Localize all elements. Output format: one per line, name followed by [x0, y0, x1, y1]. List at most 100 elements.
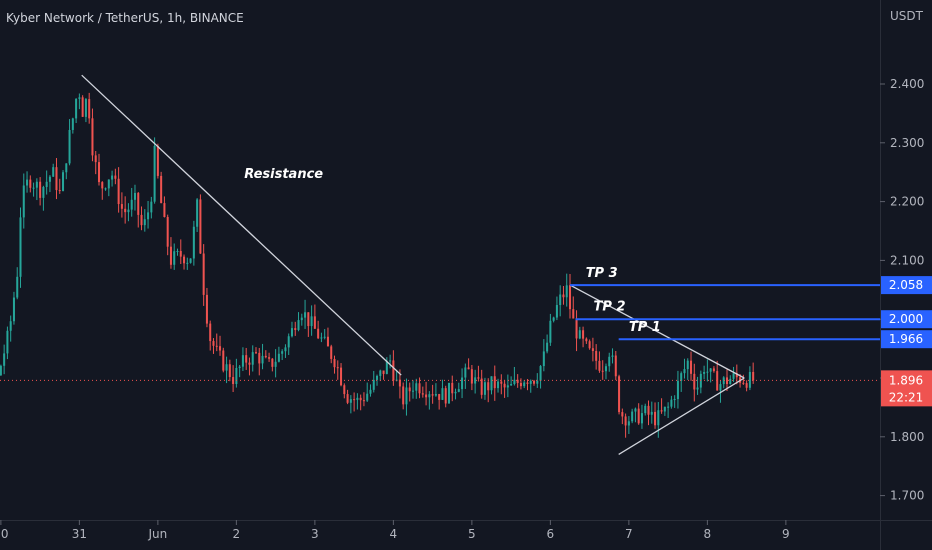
candle-body [595, 351, 598, 361]
candle-body [202, 253, 205, 295]
candle-body [536, 380, 539, 384]
candle-body [418, 383, 421, 394]
candle-body [140, 214, 143, 226]
candle-body [228, 364, 231, 378]
candle-body [48, 176, 51, 182]
candle-body [441, 388, 444, 400]
candle-body [408, 387, 411, 392]
candle-body [42, 186, 45, 198]
candle-body [683, 369, 686, 374]
candle-body [212, 341, 215, 346]
candle-body [680, 373, 683, 381]
candle-body [706, 371, 709, 373]
candle-body [735, 373, 738, 378]
candle-body [588, 341, 591, 349]
candle-body [317, 328, 320, 339]
candle-body [124, 208, 127, 213]
candle-body [353, 399, 356, 401]
candle-body [676, 380, 679, 400]
candle-body [111, 175, 114, 180]
candle-body [22, 185, 25, 218]
candle-body [526, 382, 529, 384]
tp-price-badge-label: 1.966 [889, 332, 923, 346]
candle-body [186, 262, 189, 264]
x-tick-label: 8 [704, 527, 712, 541]
candle-body [215, 345, 218, 347]
candle-body [487, 382, 490, 391]
candle-body [470, 369, 473, 384]
current-price-value: 1.896 [889, 373, 923, 387]
candle-body [104, 188, 107, 190]
bar-countdown: 22:21 [889, 390, 924, 404]
time-axis[interactable]: 30 31 Jun 2 3 4 5 6 7 8 9 [0, 520, 790, 541]
candle-body [258, 352, 261, 364]
candle-body [199, 199, 202, 254]
candle-body [117, 178, 120, 205]
candle-body [245, 355, 248, 363]
tp-price-badge [881, 330, 932, 349]
candle-body [101, 182, 104, 189]
candle-body [366, 393, 369, 401]
candle-body [405, 387, 408, 405]
x-tick-label: 2 [233, 527, 241, 541]
candle-body [421, 393, 424, 395]
candle-body [712, 368, 715, 372]
candle-body [39, 181, 42, 198]
candle-body [631, 411, 634, 422]
candle-body [340, 367, 343, 386]
candle-body [281, 351, 284, 354]
candle-body [513, 379, 516, 385]
candle-body [166, 217, 169, 247]
candle-body [179, 250, 182, 257]
candle-body [506, 385, 509, 388]
candle-body [147, 212, 150, 220]
candle-body [225, 364, 228, 371]
candle-body [35, 181, 38, 188]
candle-body [192, 226, 195, 259]
candle-body [402, 386, 405, 405]
candle-body [523, 382, 526, 387]
x-tick-label: 3 [311, 527, 319, 541]
candle-body [490, 376, 493, 391]
candle-body [0, 365, 2, 376]
candle-body [444, 388, 447, 404]
candle-body [55, 167, 58, 191]
candle-body [9, 321, 12, 331]
candle-body [254, 352, 258, 354]
candle-body [183, 256, 186, 264]
candle-body [624, 416, 627, 426]
candle-body [65, 163, 68, 173]
candle-body [3, 353, 6, 366]
candle-body [568, 285, 572, 310]
candle-body [189, 258, 192, 263]
candle-body [725, 377, 729, 384]
annotation-label: TP 3 [586, 266, 618, 281]
candle-body [343, 385, 346, 395]
x-tick-label: 30 [0, 527, 9, 541]
candle-body [670, 399, 673, 407]
candle-body [251, 352, 254, 365]
candle-body [16, 276, 19, 298]
candle-body [304, 312, 307, 318]
candle-body [290, 328, 293, 337]
candle-body [323, 336, 326, 338]
candle-body [493, 376, 496, 389]
candle-body [156, 145, 159, 176]
candle-body [137, 192, 140, 215]
candle-body [235, 367, 238, 385]
annotation-label: TP 1 [629, 320, 661, 335]
candle-body [716, 371, 719, 391]
candle-body [627, 421, 630, 426]
candle-body [457, 389, 460, 392]
candle-body [356, 397, 359, 400]
x-tick-label: Jun [148, 527, 168, 541]
candle-body [114, 175, 117, 179]
candle-body [209, 323, 212, 342]
candle-body [71, 118, 74, 130]
drawings-layer: Resistance TP 3 TP 2TP 1 [0, 74, 880, 455]
candle-body [379, 370, 382, 376]
candle-body [634, 408, 637, 412]
candle-body [107, 179, 110, 189]
